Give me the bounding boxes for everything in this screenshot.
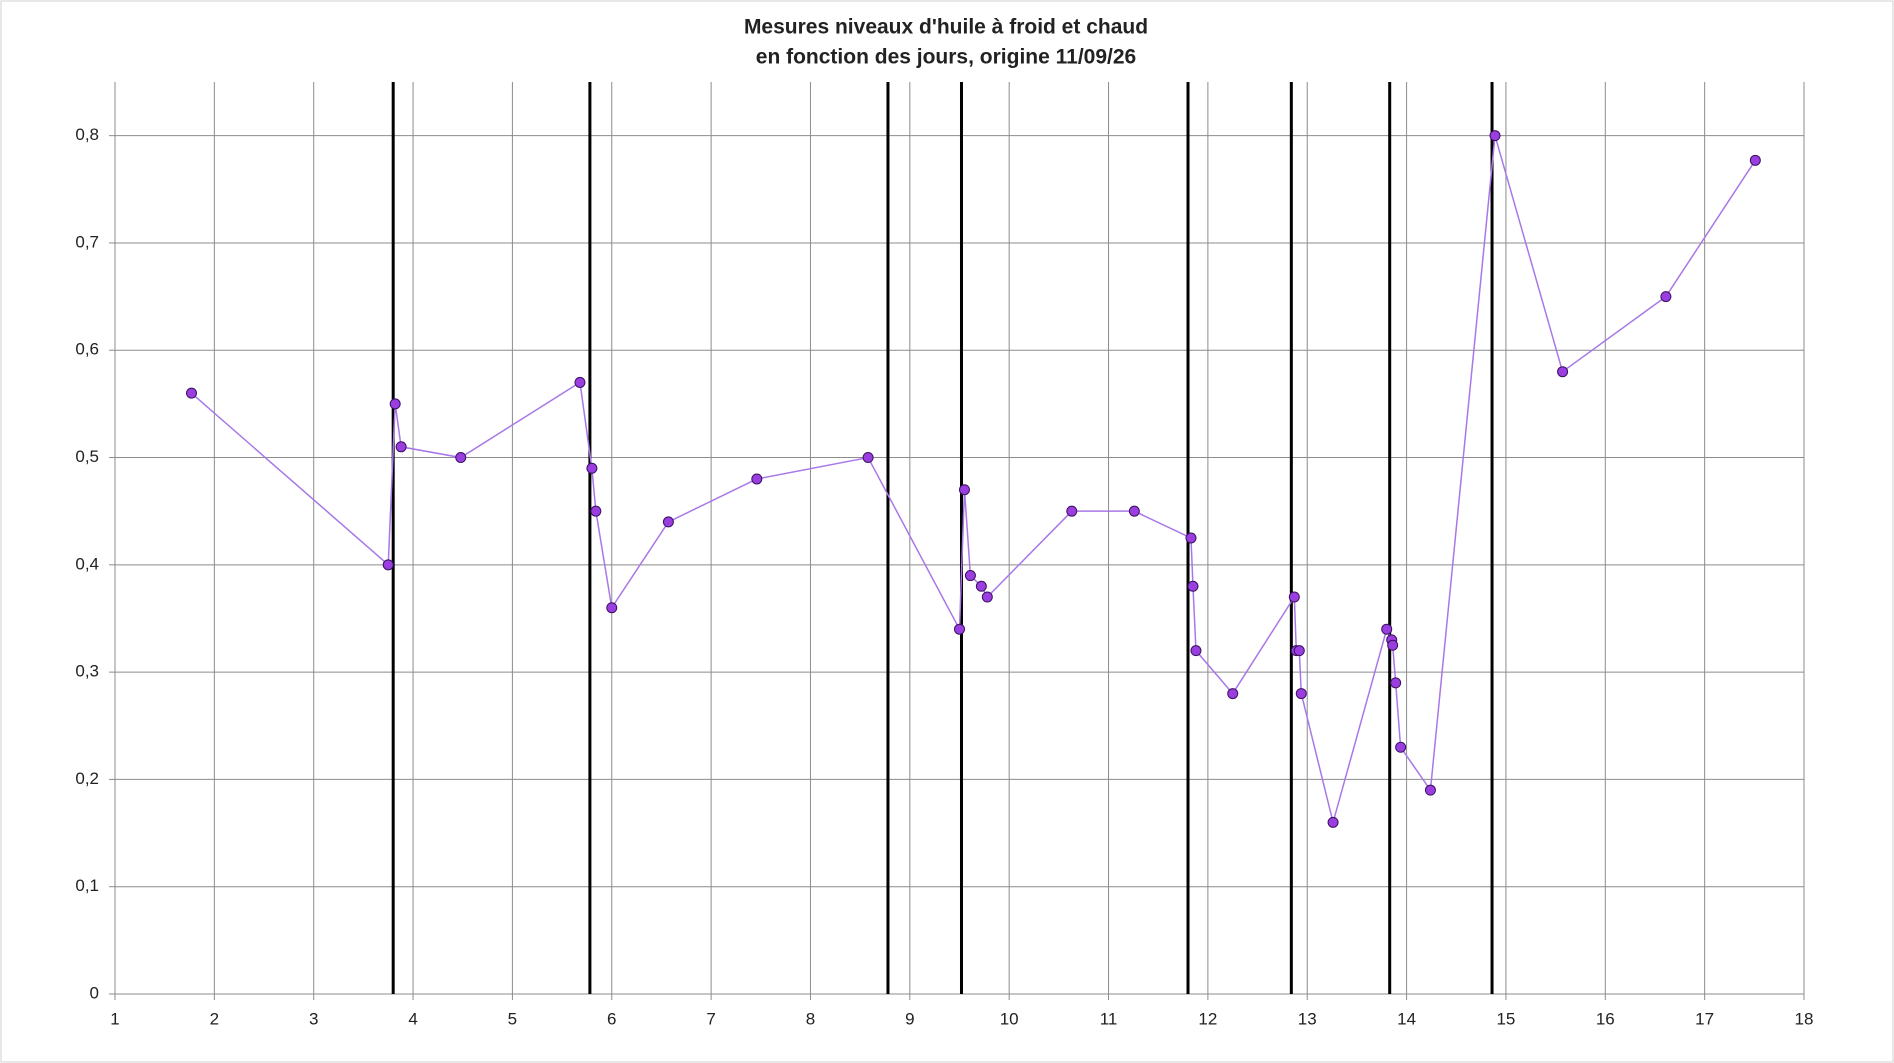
x-tick-label: 4 [408, 1009, 417, 1028]
data-point [1066, 505, 1078, 517]
data-point [1387, 639, 1399, 651]
chart-title: Mesures niveaux d'huile à froid et chaud [744, 16, 1148, 39]
y-tick-label: 0,8 [75, 125, 99, 144]
data-point [958, 484, 970, 496]
y-tick-label: 0,2 [75, 769, 99, 788]
y-tick-label: 0,4 [75, 554, 99, 573]
x-tick-label: 11 [1100, 1009, 1118, 1028]
data-point [1295, 688, 1307, 700]
x-tick-label: 16 [1596, 1009, 1615, 1028]
x-tick-label: 15 [1496, 1009, 1515, 1028]
data-point [590, 505, 602, 517]
x-tick-label: 6 [607, 1009, 616, 1028]
data-point [1424, 784, 1436, 796]
data-point [1288, 591, 1300, 603]
x-tick-label: 12 [1198, 1009, 1217, 1028]
data-point [606, 602, 618, 614]
data-point [574, 376, 586, 388]
x-tick-label: 3 [309, 1009, 318, 1028]
x-tick-label: 14 [1397, 1009, 1416, 1028]
data-point [751, 473, 763, 485]
data-point [1227, 688, 1239, 700]
y-tick-label: 0,3 [75, 662, 99, 681]
data-point [586, 462, 598, 474]
data-point [455, 452, 467, 464]
data-point [1187, 580, 1199, 592]
x-tick-label: 1 [110, 1009, 119, 1028]
data-point [1489, 130, 1501, 142]
x-tick-label: 17 [1695, 1009, 1714, 1028]
data-point [389, 398, 401, 410]
x-tick-label: 10 [1000, 1009, 1019, 1028]
y-tick-label: 0 [90, 983, 99, 1002]
y-tick-label: 0,5 [75, 447, 99, 466]
y-tick-label: 0,6 [75, 340, 99, 359]
x-tick-label: 18 [1795, 1009, 1814, 1028]
data-point [1128, 505, 1140, 517]
data-point [1327, 816, 1339, 828]
data-point [1749, 154, 1761, 166]
data-point [1381, 623, 1393, 635]
y-tick-label: 0,7 [75, 232, 99, 251]
data-point [975, 580, 987, 592]
data-point [954, 623, 965, 635]
x-tick-label: 13 [1298, 1009, 1317, 1028]
y-tick-label: 0,1 [75, 876, 99, 895]
chart-subtitle: en fonction des jours, origine 11/09/26 [756, 46, 1136, 69]
data-point [981, 591, 993, 603]
data-point [1185, 532, 1197, 544]
data-line [191, 135, 1756, 826]
data-point [1660, 291, 1672, 303]
x-tick-label: 7 [706, 1009, 715, 1028]
data-point [1395, 741, 1407, 753]
x-tick-label: 2 [210, 1009, 219, 1028]
x-tick-label: 5 [508, 1009, 517, 1028]
data-point [186, 387, 198, 399]
data-point [662, 516, 674, 528]
data-point [862, 452, 874, 464]
data-point [1190, 645, 1202, 657]
x-tick-label: 8 [806, 1009, 815, 1028]
data-point [382, 559, 394, 571]
data-point [1557, 366, 1569, 378]
x-tick-label: 9 [905, 1009, 914, 1028]
data-point [1390, 677, 1402, 689]
data-point [1293, 645, 1305, 657]
data-point [964, 570, 976, 582]
data-point [395, 441, 407, 453]
